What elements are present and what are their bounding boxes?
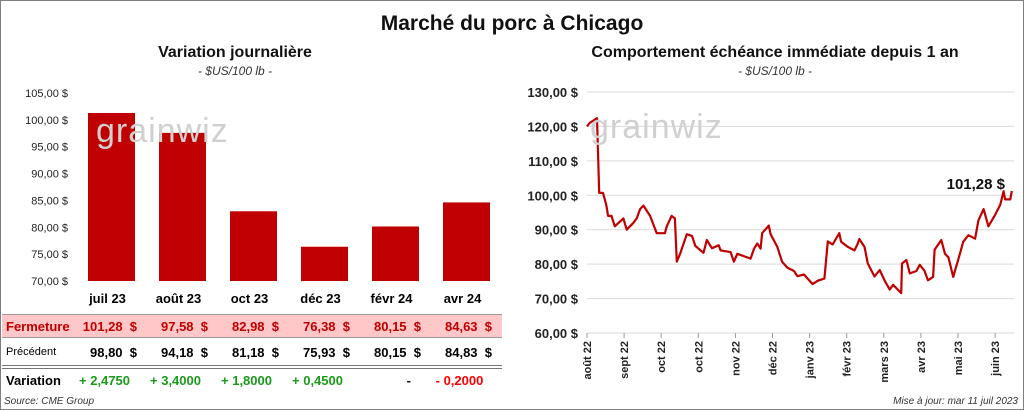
month-header: août 23 <box>155 290 202 306</box>
y-tick-label: 100,00 $ <box>25 115 68 127</box>
y-tick-label: 110,00 $ <box>528 154 579 169</box>
y-tick-label: 95,00 $ <box>31 142 68 154</box>
y-tick-label: 60,00 $ <box>535 326 579 341</box>
fermeture-value: 82,98 $ <box>232 318 279 334</box>
x-tick-label: sept 22 <box>619 341 631 379</box>
variation-label: Variation <box>6 372 61 388</box>
variation-value: + 3,4000 <box>150 372 201 388</box>
precedent-value: 81,18 $ <box>232 344 279 360</box>
y-tick-label: 90,00 $ <box>31 169 68 181</box>
watermark-left: grainwiz <box>96 112 229 150</box>
x-tick-label: déc 22 <box>768 341 780 375</box>
right-chart-title: Comportement échéance immédiate depuis 1… <box>591 44 959 61</box>
bar <box>230 211 277 281</box>
y-tick-label: 120,00 $ <box>527 119 578 134</box>
precedent-value: 98,80 $ <box>90 344 137 360</box>
fermeture-row: Fermeture 101,28 $ 97,58 $ 82,98 $ 76,38… <box>2 315 502 337</box>
y-tick-label: 80,00 $ <box>31 222 68 234</box>
y-tick-label: 100,00 $ <box>527 188 578 203</box>
last-price-label: 101,28 $ <box>947 176 1006 193</box>
x-tick-label: juin 23 <box>990 341 1002 377</box>
month-header: oct 23 <box>230 290 269 306</box>
fermeture-value: 101,28 $ <box>82 318 137 334</box>
variation-value: + 0,4500 <box>292 372 343 388</box>
y-tick-label: 90,00 $ <box>535 223 579 238</box>
x-tick-label: nov 22 <box>730 341 742 376</box>
precedent-label: Précédent <box>6 346 57 358</box>
right-chart-unit: - $US/100 lb - <box>737 64 813 78</box>
y-tick-label: 80,00 $ <box>535 257 579 272</box>
y-tick-label: 105,00 $ <box>25 88 68 100</box>
bar <box>443 202 490 281</box>
price-line <box>586 117 1013 295</box>
bar <box>301 246 348 281</box>
x-tick-label: avr 23 <box>916 341 928 373</box>
main-title: Marché du porc à Chicago <box>380 12 644 35</box>
fermeture-value: 76,38 $ <box>303 318 350 334</box>
precedent-row: Précédent 98,80 $ 94,18 $ 81,18 $ 75,93 … <box>2 341 502 363</box>
left-chart-unit: - $US/100 lb - <box>197 64 273 78</box>
precedent-value: 75,93 $ <box>303 344 350 360</box>
fermeture-value: 97,58 $ <box>161 318 208 334</box>
x-tick-label: oct 22 <box>693 341 705 373</box>
variation-value: + 1,8000 <box>221 372 272 388</box>
month-header: juil 23 <box>89 290 126 306</box>
table-header-row: juil 23 août 23 oct 23 déc 23 févr 24 av… <box>2 287 502 309</box>
x-tick-label: mai 23 <box>953 341 965 375</box>
line-chart: 60,00 $ 70,00 $ 80,00 $ 90,00 $ 100,00 $ 110,… <box>527 85 1014 383</box>
bar <box>159 132 206 281</box>
y-tick-label: 75,00 $ <box>31 249 68 261</box>
y-tick-label: 70,00 $ <box>535 292 579 307</box>
variation-value: - 0,2000 <box>435 372 484 388</box>
table-double-line <box>2 365 502 369</box>
variation-row: Variation + 2,4750 + 3,4000 + 1,8000 + 0… <box>2 369 502 391</box>
variation-value: - <box>406 372 411 388</box>
x-tick-label: févr 23 <box>842 341 854 376</box>
month-header: avr 24 <box>443 290 482 306</box>
precedent-value: 84,83 $ <box>445 344 492 360</box>
fermeture-label: Fermeture <box>6 318 70 334</box>
fermeture-value: 80,15 $ <box>374 318 421 334</box>
fermeture-row-bg <box>2 314 502 338</box>
x-tick-label: janv 23 <box>805 341 817 379</box>
bar-chart: 70,00 $ 75,00 $ 80,00 $ 85,00 $ 90,00 $ 95,00… <box>25 88 490 288</box>
left-chart-title: Variation journalière <box>158 44 312 61</box>
y-tick-label: 70,00 $ <box>31 276 68 288</box>
fermeture-value: 84,63 $ <box>445 318 492 334</box>
bar <box>372 226 419 281</box>
month-header: déc 23 <box>300 290 341 306</box>
y-tick-label: 130,00 $ <box>527 85 578 100</box>
x-tick-label: oct 22 <box>656 341 668 373</box>
month-header: févr 24 <box>370 290 413 306</box>
x-tick-label: août 22 <box>582 341 594 380</box>
y-tick-label: 85,00 $ <box>31 195 68 207</box>
bar <box>88 112 135 281</box>
precedent-value: 80,15 $ <box>374 344 421 360</box>
update-note: Mise à jour: mar 11 juil 2023 <box>893 396 1018 407</box>
source-note: Source: CME Group <box>4 396 95 407</box>
watermark-right: grainwiz <box>590 108 723 146</box>
x-tick-label: mars 23 <box>879 341 891 383</box>
precedent-value: 94,18 $ <box>161 344 208 360</box>
variation-value: + 2,4750 <box>79 372 130 388</box>
